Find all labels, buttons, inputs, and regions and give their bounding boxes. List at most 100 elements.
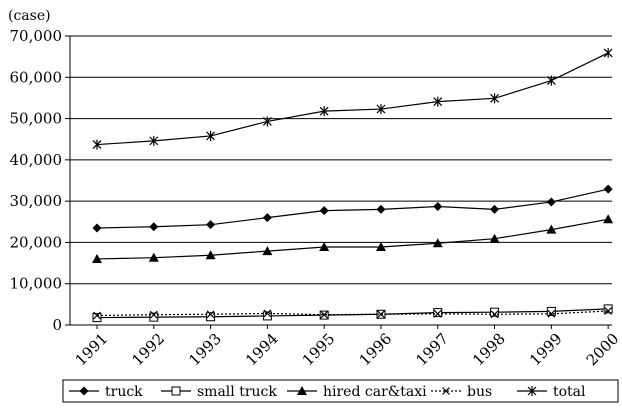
x-tick-label: 1997 bbox=[412, 330, 452, 370]
y-tick-label: 70,000 bbox=[10, 27, 63, 45]
triangle-marker bbox=[375, 241, 386, 251]
x-tick-label: 1995 bbox=[299, 330, 339, 370]
data-point bbox=[432, 238, 443, 248]
y-tick-label: 20,000 bbox=[10, 233, 63, 251]
legend-label: hired car&taxi bbox=[323, 384, 427, 400]
triangle-marker bbox=[603, 214, 614, 224]
x-marker bbox=[547, 309, 556, 318]
data-point bbox=[375, 241, 386, 251]
square-marker bbox=[149, 312, 159, 322]
data-point bbox=[546, 306, 556, 316]
data-point bbox=[603, 184, 613, 194]
legend: truck small truck hired car&taxi bus total bbox=[62, 379, 619, 403]
x-tick-label: 1991 bbox=[72, 330, 112, 370]
legend-label: total bbox=[553, 384, 586, 400]
data-point bbox=[547, 309, 556, 318]
data-point bbox=[319, 206, 329, 216]
data-point bbox=[206, 130, 216, 141]
legend-label: truck bbox=[105, 384, 143, 400]
data-point bbox=[603, 47, 613, 58]
asterisk-marker bbox=[92, 139, 102, 150]
asterisk-marker bbox=[149, 135, 159, 146]
diamond-marker bbox=[603, 184, 613, 194]
y-tick-label: 0 bbox=[52, 316, 62, 334]
x-tick-labels: 1991 1992 1993 1994 1995 1996 1997 1998 1999 2000 bbox=[72, 330, 622, 370]
data-point bbox=[490, 204, 500, 214]
series-lines bbox=[92, 47, 614, 323]
diamond-marker bbox=[546, 197, 556, 207]
legend-marker bbox=[527, 386, 537, 396]
data-point bbox=[320, 310, 329, 319]
series-bus bbox=[93, 307, 613, 320]
series-line bbox=[96, 308, 609, 319]
asterisk-marker bbox=[490, 93, 499, 104]
axes bbox=[65, 35, 612, 329]
x-tick-label: 1998 bbox=[469, 330, 509, 370]
triangle-marker bbox=[489, 233, 500, 243]
asterisk-marker bbox=[527, 386, 537, 396]
diamond-marker bbox=[92, 223, 102, 233]
data-point bbox=[433, 309, 442, 318]
x-marker bbox=[149, 310, 158, 319]
x-marker bbox=[442, 387, 450, 395]
x-tick-label: 1992 bbox=[128, 330, 168, 370]
diamond-marker bbox=[376, 204, 386, 214]
x-marker bbox=[320, 310, 329, 319]
legend-marker bbox=[442, 387, 450, 395]
legend-label: bus bbox=[467, 384, 492, 400]
data-point bbox=[92, 139, 102, 150]
data-point bbox=[603, 214, 614, 224]
data-point bbox=[489, 233, 500, 243]
legend-item: small truck bbox=[161, 384, 277, 400]
x-tick-label: 1993 bbox=[185, 330, 225, 370]
legend-label: small truck bbox=[197, 384, 277, 400]
square-marker bbox=[171, 386, 181, 396]
data-point bbox=[262, 311, 272, 321]
diamond-marker bbox=[149, 222, 159, 232]
x-tick-label: 2000 bbox=[583, 330, 622, 370]
data-point bbox=[93, 311, 101, 320]
data-point bbox=[546, 224, 557, 234]
y-tick-labels: 0 10,000 20,000 30,000 40,000 50,000 60,000 70,… bbox=[10, 27, 63, 334]
data-point bbox=[319, 241, 330, 251]
data-point bbox=[92, 313, 102, 323]
asterisk-marker bbox=[376, 104, 386, 115]
data-point bbox=[490, 307, 500, 317]
data-point bbox=[149, 312, 159, 322]
data-point bbox=[92, 253, 102, 263]
data-point bbox=[262, 116, 272, 127]
data-point bbox=[546, 197, 556, 207]
triangle-marker bbox=[432, 238, 443, 248]
diamond-marker bbox=[319, 206, 329, 216]
data-point bbox=[206, 310, 215, 319]
data-point bbox=[433, 308, 443, 318]
x-marker bbox=[604, 307, 613, 315]
diamond-marker bbox=[490, 204, 500, 214]
legend-item: hired car&taxi bbox=[287, 384, 427, 400]
y-tick-label: 50,000 bbox=[10, 110, 63, 128]
triangle-marker bbox=[205, 250, 216, 260]
data-point bbox=[546, 75, 556, 86]
x-marker bbox=[206, 310, 215, 319]
data-point bbox=[206, 220, 216, 230]
data-point bbox=[149, 135, 159, 146]
legend-box bbox=[62, 379, 619, 403]
data-point bbox=[433, 202, 443, 212]
triangle-marker bbox=[262, 246, 273, 256]
square-marker bbox=[603, 304, 613, 314]
x-tick-label: 1994 bbox=[242, 330, 282, 370]
series-line bbox=[96, 188, 609, 229]
x-tick-label: 1996 bbox=[356, 330, 396, 370]
legend-item: total bbox=[517, 384, 586, 400]
diamond-marker bbox=[433, 202, 443, 212]
square-marker bbox=[490, 307, 500, 317]
asterisk-marker bbox=[433, 96, 443, 107]
y-tick-label: 40,000 bbox=[10, 151, 63, 169]
data-point bbox=[376, 204, 386, 214]
diamond-marker bbox=[79, 386, 89, 396]
square-marker bbox=[206, 312, 216, 322]
data-point bbox=[603, 304, 613, 314]
legend-item: bus bbox=[431, 384, 492, 400]
y-tick-label: 30,000 bbox=[10, 192, 63, 210]
